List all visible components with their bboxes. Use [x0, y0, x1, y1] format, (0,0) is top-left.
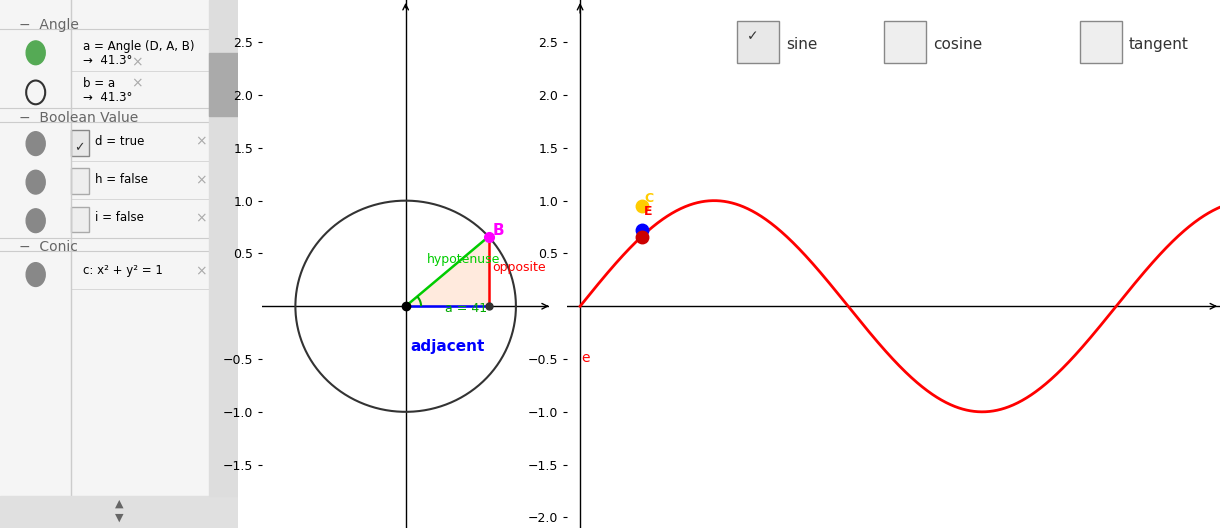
Text: ×: ×: [131, 55, 143, 70]
Text: ▼: ▼: [115, 512, 123, 522]
Text: b = a: b = a: [83, 77, 116, 90]
Text: ✓: ✓: [73, 141, 84, 154]
Text: −  Conic: − Conic: [20, 240, 78, 254]
Text: ▲: ▲: [115, 499, 123, 509]
Text: E: E: [644, 205, 653, 219]
Text: ×: ×: [195, 264, 206, 278]
Ellipse shape: [26, 131, 45, 155]
Text: h = false: h = false: [95, 173, 148, 186]
Text: ×: ×: [131, 77, 143, 91]
Text: tangent: tangent: [1128, 37, 1188, 52]
Text: →  41.3°: → 41.3°: [83, 91, 133, 104]
Bar: [210, 0, 238, 496]
FancyBboxPatch shape: [737, 21, 780, 63]
Text: a = 41°: a = 41°: [445, 301, 493, 315]
FancyBboxPatch shape: [883, 21, 926, 63]
Text: hypotenuse: hypotenuse: [427, 253, 500, 266]
Text: sine: sine: [786, 37, 817, 52]
Text: ×: ×: [195, 173, 206, 187]
Text: −  Boolean Value: − Boolean Value: [20, 111, 138, 125]
Bar: [210, 53, 238, 116]
Text: −  Angle: − Angle: [20, 18, 79, 33]
Text: ✓: ✓: [747, 29, 759, 43]
Text: B: B: [493, 222, 505, 238]
Text: i = false: i = false: [95, 211, 144, 224]
Text: opposite: opposite: [492, 261, 545, 275]
FancyBboxPatch shape: [71, 130, 89, 156]
Text: cosine: cosine: [933, 37, 982, 52]
Polygon shape: [405, 237, 488, 306]
Text: d = true: d = true: [95, 135, 144, 148]
FancyBboxPatch shape: [71, 207, 89, 232]
Ellipse shape: [26, 209, 45, 232]
Text: adjacent: adjacent: [410, 338, 484, 354]
Ellipse shape: [26, 170, 45, 194]
FancyBboxPatch shape: [1080, 21, 1122, 63]
Bar: [0, 496, 238, 528]
Text: e: e: [581, 351, 589, 365]
Text: ×: ×: [195, 135, 206, 149]
Ellipse shape: [26, 41, 45, 64]
Text: →  41.3°: → 41.3°: [83, 54, 133, 67]
Ellipse shape: [26, 263, 45, 286]
Text: C: C: [644, 192, 653, 205]
Text: a = Angle (D, A, B): a = Angle (D, A, B): [83, 40, 195, 53]
FancyBboxPatch shape: [71, 168, 89, 194]
Text: ×: ×: [195, 211, 206, 225]
Text: c: x² + y² = 1: c: x² + y² = 1: [83, 264, 163, 277]
